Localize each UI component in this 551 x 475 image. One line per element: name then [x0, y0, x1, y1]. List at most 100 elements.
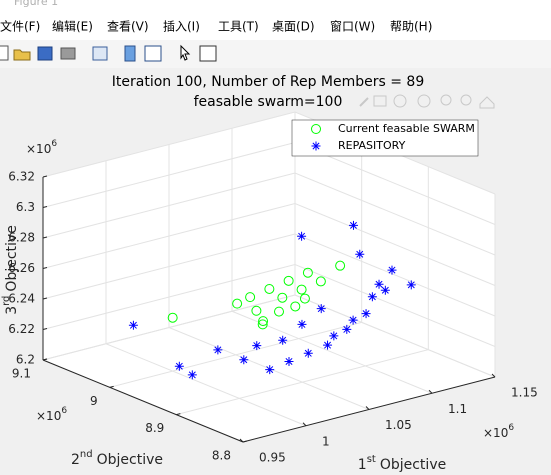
data-point: [323, 340, 333, 350]
z-exponent-base: ×10: [26, 142, 51, 156]
y-exponent: ×106: [36, 406, 67, 423]
z-tick: [42, 267, 48, 269]
zoom-out-icon[interactable]: [460, 94, 472, 106]
pan-icon[interactable]: [417, 94, 431, 108]
rotate-icon[interactable]: [393, 94, 407, 108]
x-tick-label: 1.1: [448, 402, 467, 416]
z-tick-label: 6.2: [16, 353, 35, 367]
data-point: [277, 292, 288, 303]
z-grid-line: [42, 294, 496, 378]
y-axis-line: [42, 359, 244, 443]
z-label-text: Objective: [4, 225, 20, 291]
x-tick: [491, 373, 496, 378]
y-exponent-power: 6: [61, 406, 67, 416]
data-point: [213, 345, 223, 355]
z-grid-line: [42, 202, 496, 286]
home-icon[interactable]: [479, 96, 495, 109]
data-point: [187, 370, 197, 380]
x-tick: [428, 389, 433, 394]
z-tick: [42, 206, 48, 208]
save-icon[interactable]: [37, 46, 53, 61]
print-icon[interactable]: [60, 47, 76, 60]
z-grid-line: [42, 111, 496, 195]
legend-marker: [311, 141, 321, 151]
data-point: [290, 301, 301, 312]
data-point: [252, 341, 262, 351]
data-point: [348, 220, 358, 230]
brush-icon[interactable]: [359, 97, 369, 107]
menu-item[interactable]: 插入(I): [163, 20, 200, 34]
data-point: [329, 331, 339, 341]
data-point: [274, 306, 284, 317]
x-tick: [239, 438, 244, 443]
open-icon[interactable]: [13, 49, 31, 61]
data-point: [251, 305, 262, 316]
data-point: [316, 304, 326, 314]
menu-item[interactable]: 帮助(H): [390, 20, 432, 34]
z-grid-line: [42, 172, 496, 256]
toolbar-icons: [0, 44, 217, 62]
chart-title: Iteration 100, Number of Rep Members = 8…: [112, 74, 424, 90]
data-point: [265, 365, 275, 375]
z-tick: [42, 175, 48, 178]
axes-toolbar: [359, 94, 495, 109]
data-point: [315, 276, 326, 287]
z-tick-label: 6.26: [8, 261, 35, 275]
z-grid-line: [42, 233, 496, 317]
z-tick: [42, 236, 48, 239]
datatip-icon[interactable]: [373, 95, 387, 107]
menu-item[interactable]: 窗口(W): [330, 20, 375, 34]
chart-subtitle: feasable swarm=100: [194, 94, 343, 110]
axes-background: [43, 112, 495, 442]
y-tick-label: 8.9: [145, 421, 164, 435]
data-point: [257, 319, 268, 330]
menu-item[interactable]: 桌面(D): [272, 20, 315, 34]
menu-item[interactable]: 查看(V): [107, 20, 149, 34]
window-titlebar: [0, 0, 551, 12]
menu-item[interactable]: 工具(T): [218, 20, 259, 34]
y-exponent-base: ×10: [36, 409, 61, 423]
data-point: [406, 280, 416, 290]
z-label-number: 3: [4, 306, 20, 315]
y-tick-label: 9: [90, 394, 98, 408]
data-point: [380, 285, 390, 295]
z-tick-label: 6.28: [8, 231, 35, 245]
menu-item[interactable]: 编辑(E): [52, 19, 93, 34]
data-point: [232, 298, 243, 309]
legend-icon[interactable]: [144, 45, 162, 62]
data-point: [239, 355, 249, 365]
data-point: [278, 335, 288, 345]
axes: 6.2 6.22 6.24 6.26 6.28 6.3 6.32 8.8 8.9 9 9.1 0.95…: [8, 111, 538, 465]
x-exponent-power: 6: [508, 423, 514, 433]
toolbar: [0, 40, 551, 68]
x-tick-label: 0.95: [259, 451, 286, 465]
pointer-icon[interactable]: [180, 44, 191, 61]
data-point: [342, 324, 352, 334]
link-icon[interactable]: [92, 46, 108, 61]
x-tick: [302, 422, 307, 427]
z-exponent-power: 6: [51, 139, 57, 149]
legend-label: Current feasable SWARM: [338, 122, 475, 135]
zoom-in-icon[interactable]: [440, 94, 452, 106]
data-point: [361, 309, 371, 319]
colorbar-icon[interactable]: [124, 45, 136, 62]
y-axis-label: 2nd Objective: [71, 449, 163, 468]
property-icon[interactable]: [199, 45, 217, 62]
z-label-sup: rd: [1, 296, 12, 306]
menu-item[interactable]: 文件(F): [0, 19, 40, 34]
x-tick-label: 1: [322, 434, 330, 448]
data-point: [264, 283, 275, 294]
x-label-number: 1: [358, 457, 367, 473]
legend-label: REPASITORY: [338, 139, 406, 152]
z-tick-label: 6.32: [8, 170, 35, 184]
z-tick: [42, 328, 48, 330]
new-icon[interactable]: [0, 45, 9, 61]
data-point: [355, 249, 365, 259]
y-tick-label: 8.8: [212, 449, 231, 463]
z-tick-label: 6.3: [16, 200, 35, 214]
y-tick: [109, 385, 114, 388]
menu-items: 文件(F) 编辑(E) 查看(V) 插入(I) 工具(T) 桌面(D) 窗口(W) 帮助(H): [0, 19, 432, 34]
z-tick-label: 6.24: [8, 292, 35, 306]
legend: Current feasable SWARM REPASITORY: [291, 119, 479, 157]
